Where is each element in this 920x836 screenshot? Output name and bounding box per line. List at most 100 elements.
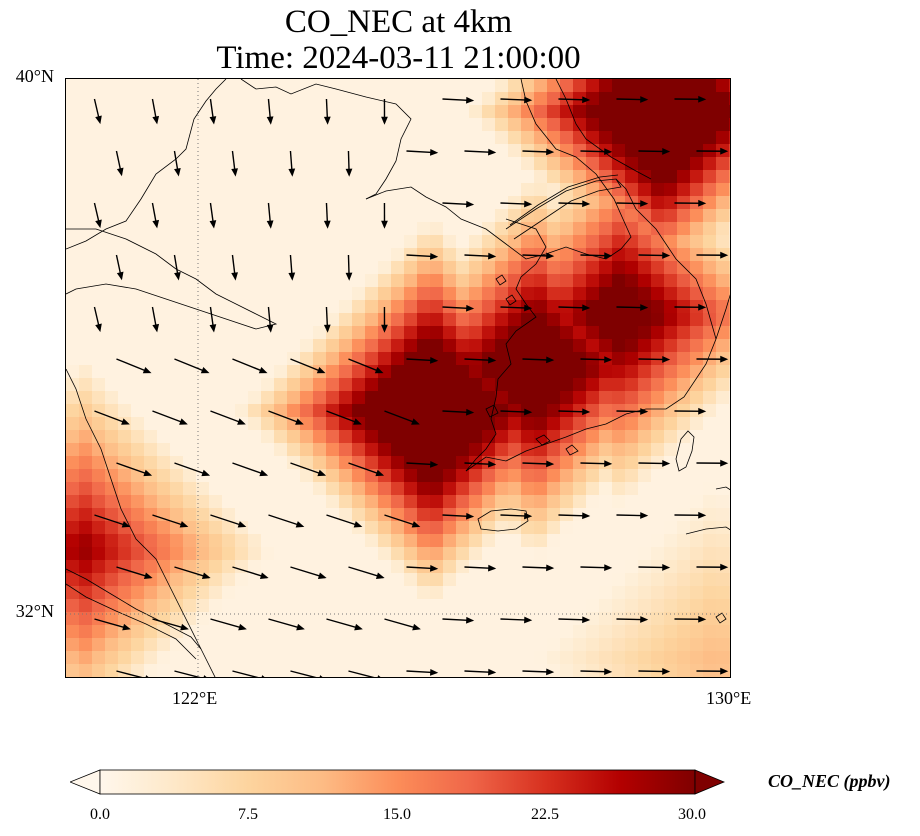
- field-cell: [118, 339, 132, 353]
- field-cell: [105, 430, 119, 444]
- field-cell: [339, 417, 353, 431]
- field-cell: [105, 287, 119, 301]
- field-cell: [404, 365, 418, 379]
- field-cell: [378, 274, 392, 288]
- field-cell: [287, 599, 301, 613]
- field-cell: [508, 118, 522, 132]
- field-cell: [131, 664, 145, 677]
- wind-arrow-head: [323, 220, 331, 229]
- field-cell: [300, 508, 314, 522]
- field-cell: [196, 326, 210, 340]
- field-cell: [170, 92, 184, 106]
- field-cell: [456, 352, 470, 366]
- field-cell: [534, 508, 548, 522]
- field-cell: [118, 118, 132, 132]
- field-cell: [456, 456, 470, 470]
- field-cell: [326, 365, 340, 379]
- field-cell: [287, 651, 301, 665]
- field-cell: [638, 183, 652, 197]
- field-cell: [456, 534, 470, 548]
- field-cell: [105, 261, 119, 275]
- field-cell: [326, 352, 340, 366]
- field-cell: [703, 430, 717, 444]
- field-cell: [287, 157, 301, 171]
- field-cell: [209, 170, 223, 184]
- field-cell: [586, 599, 600, 613]
- field-cell: [79, 417, 93, 431]
- field-cell: [664, 92, 678, 106]
- field-cell: [443, 261, 457, 275]
- field-cell: [92, 508, 106, 522]
- field-cell: [391, 352, 405, 366]
- field-cell: [417, 92, 431, 106]
- field-cell: [131, 586, 145, 600]
- field-cell: [560, 664, 574, 677]
- field-cell: [482, 209, 496, 223]
- field-cell: [664, 495, 678, 509]
- field-cell: [547, 612, 561, 626]
- field-cell: [456, 222, 470, 236]
- field-cell: [365, 404, 379, 418]
- field-cell: [248, 339, 262, 353]
- field-cell: [716, 547, 730, 561]
- field-cell: [352, 404, 366, 418]
- field-cell: [274, 339, 288, 353]
- field-cell: [729, 521, 730, 535]
- field-cell: [66, 274, 80, 288]
- field-cell: [222, 495, 236, 509]
- field-cell: [560, 651, 574, 665]
- field-cell: [521, 482, 535, 496]
- field-cell: [664, 105, 678, 119]
- field-cell: [170, 391, 184, 405]
- field-cell: [612, 79, 626, 93]
- field-cell: [144, 482, 158, 496]
- field-cell: [534, 521, 548, 535]
- field-cell: [196, 183, 210, 197]
- field-cell: [92, 326, 106, 340]
- field-cell: [157, 664, 171, 677]
- field-cell: [365, 417, 379, 431]
- field-cell: [170, 547, 184, 561]
- field-cell: [456, 495, 470, 509]
- field-cell: [508, 131, 522, 145]
- field-cell: [131, 183, 145, 197]
- field-cell: [248, 105, 262, 119]
- field-cell: [378, 196, 392, 210]
- field-cell: [222, 508, 236, 522]
- field-cell: [131, 651, 145, 665]
- field-cell: [651, 521, 665, 535]
- field-cell: [287, 79, 301, 93]
- field-cell: [586, 209, 600, 223]
- field-cell: [534, 131, 548, 145]
- field-cell: [92, 521, 106, 535]
- field-cell: [495, 534, 509, 548]
- field-cell: [131, 287, 145, 301]
- field-cell: [534, 118, 548, 132]
- field-cell: [664, 521, 678, 535]
- field-cell: [300, 222, 314, 236]
- field-cell: [456, 521, 470, 535]
- field-cell: [469, 378, 483, 392]
- field-cell: [196, 625, 210, 639]
- field-cell: [222, 404, 236, 418]
- field-cell: [560, 560, 574, 574]
- field-cell: [664, 222, 678, 236]
- field-cell: [378, 261, 392, 275]
- field-cell: [131, 456, 145, 470]
- field-cell: [703, 391, 717, 405]
- field-cell: [300, 235, 314, 249]
- field-cell: [170, 209, 184, 223]
- field-cell: [313, 144, 327, 158]
- field-cell: [625, 365, 639, 379]
- field-cell: [183, 183, 197, 197]
- field-cell: [690, 118, 704, 132]
- field-cell: [625, 547, 639, 561]
- field-cell: [430, 651, 444, 665]
- wind-arrow-head: [662, 668, 671, 675]
- field-cell: [586, 300, 600, 314]
- field-cell: [703, 547, 717, 561]
- field-cell: [92, 378, 106, 392]
- field-cell: [716, 183, 730, 197]
- field-cell: [508, 612, 522, 626]
- field-cell: [300, 209, 314, 223]
